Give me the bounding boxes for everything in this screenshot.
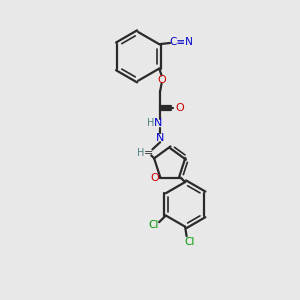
Text: C≡N: C≡N	[169, 38, 193, 47]
Text: O: O	[151, 172, 159, 183]
Text: =: =	[144, 148, 154, 159]
Text: O: O	[158, 75, 167, 85]
Text: N: N	[154, 118, 162, 128]
Text: H: H	[147, 118, 154, 128]
Text: N: N	[156, 133, 164, 142]
Text: Cl: Cl	[184, 237, 195, 247]
Text: Cl: Cl	[148, 220, 158, 230]
Text: O: O	[176, 103, 184, 113]
Text: H: H	[137, 148, 144, 158]
